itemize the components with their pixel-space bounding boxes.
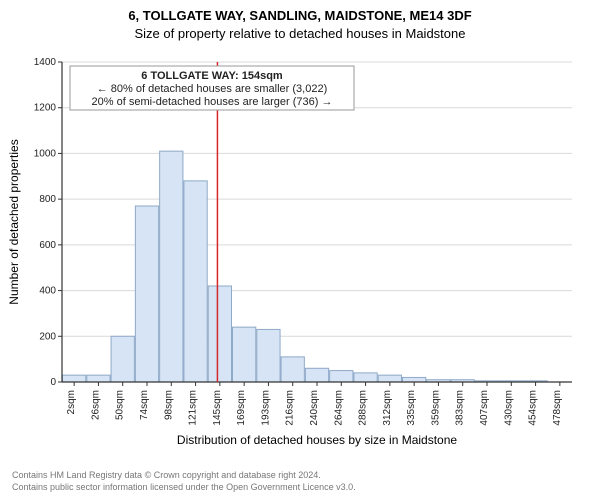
footer-line-2: Contains public sector information licen… (12, 482, 356, 492)
y-tick-label: 1000 (34, 148, 57, 159)
histogram-bar (87, 375, 110, 382)
y-tick-label: 200 (39, 331, 56, 342)
x-tick-label: 430sqm (503, 390, 514, 426)
y-axis-label: Number of detached properties (7, 139, 21, 304)
y-tick-label: 1400 (34, 57, 57, 68)
y-tick-label: 0 (50, 377, 56, 388)
x-tick-label: 478sqm (552, 390, 563, 426)
annotation-line-1: 6 TOLLGATE WAY: 154sqm (141, 70, 283, 82)
histogram-bar (378, 375, 401, 382)
x-tick-label: 407sqm (479, 390, 490, 426)
x-tick-label: 26sqm (90, 390, 101, 420)
histogram-bar (305, 368, 328, 382)
chart-title-2: Size of property relative to detached ho… (135, 26, 466, 41)
x-tick-label: 121sqm (188, 390, 199, 426)
histogram-bar (208, 286, 231, 382)
x-tick-label: 454sqm (528, 390, 539, 426)
x-tick-label: 169sqm (236, 390, 247, 426)
x-tick-label: 335sqm (406, 390, 417, 426)
histogram-bar (403, 377, 426, 382)
annotation-line-2: ← 80% of detached houses are smaller (3,… (97, 83, 328, 95)
chart-svg: 6, TOLLGATE WAY, SANDLING, MAIDSTONE, ME… (0, 0, 600, 500)
x-tick-label: 383sqm (455, 390, 466, 426)
y-tick-label: 1200 (34, 103, 57, 114)
x-tick-label: 193sqm (260, 390, 271, 426)
histogram-bar (257, 329, 280, 382)
x-tick-label: 312sqm (382, 390, 393, 426)
x-tick-label: 288sqm (358, 390, 369, 426)
x-tick-label: 2sqm (66, 390, 77, 414)
y-tick-label: 800 (39, 194, 56, 205)
histogram-bar (354, 373, 377, 382)
annotation-line-3: 20% of semi-detached houses are larger (… (92, 96, 333, 108)
x-tick-label: 264sqm (333, 390, 344, 426)
histogram-bar (330, 371, 353, 382)
histogram-bar (160, 151, 183, 382)
x-tick-label: 74sqm (139, 390, 150, 420)
footer-line-1: Contains HM Land Registry data © Crown c… (12, 470, 321, 480)
y-tick-label: 400 (39, 286, 56, 297)
histogram-bar (184, 181, 207, 382)
x-axis-label: Distribution of detached houses by size … (177, 433, 457, 447)
histogram-bar (135, 206, 158, 382)
histogram-bar (63, 375, 86, 382)
x-tick-label: 98sqm (163, 390, 174, 420)
histogram-bar (233, 327, 256, 382)
histogram-chart: 6, TOLLGATE WAY, SANDLING, MAIDSTONE, ME… (0, 0, 600, 500)
x-tick-label: 359sqm (430, 390, 441, 426)
x-tick-label: 50sqm (115, 390, 126, 420)
x-tick-label: 216sqm (285, 390, 296, 426)
chart-title-1: 6, TOLLGATE WAY, SANDLING, MAIDSTONE, ME… (128, 8, 471, 23)
y-tick-label: 600 (39, 240, 56, 251)
histogram-bar (281, 357, 304, 382)
x-tick-label: 240sqm (309, 390, 320, 426)
histogram-bar (111, 336, 134, 382)
x-tick-label: 145sqm (212, 390, 223, 426)
